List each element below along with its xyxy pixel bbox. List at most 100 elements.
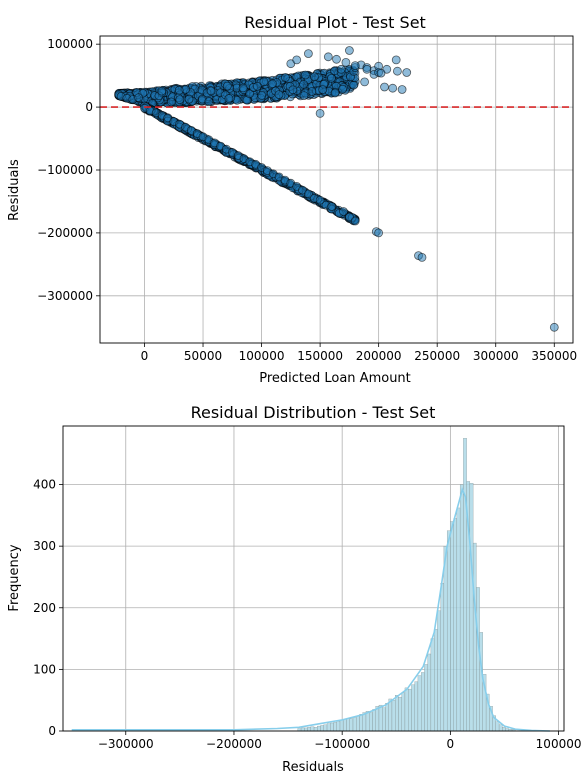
y-tick-label: −100000: [37, 163, 93, 177]
histogram-bar: [349, 718, 354, 732]
histogram-bar: [495, 721, 500, 732]
histogram-bar: [456, 507, 461, 732]
data-point: [175, 95, 185, 104]
histogram-bars: [297, 438, 516, 732]
data-point: [388, 83, 398, 93]
gridlines: [63, 426, 564, 732]
y-tick-label: 300: [33, 539, 56, 553]
data-point: [206, 86, 216, 96]
y-axis-ticks: 0 100 200 300 400: [33, 478, 63, 738]
data-point: [374, 228, 384, 238]
histogram-bar: [372, 709, 376, 732]
data-point: [299, 80, 309, 89]
data-point: [326, 74, 336, 83]
data-point: [380, 82, 389, 92]
data-point: [323, 52, 333, 62]
y-tick-label: 400: [33, 478, 56, 492]
x-tick-label: 100000: [239, 349, 285, 363]
y-tick-label: 100000: [47, 37, 93, 51]
histogram-bar: [359, 714, 363, 732]
histogram-bar: [424, 664, 428, 732]
histogram-bar: [388, 698, 393, 732]
x-axis-label: Predicted Loan Amount: [259, 371, 411, 386]
data-point: [339, 207, 348, 216]
data-points: [114, 46, 559, 332]
data-point: [259, 77, 269, 87]
histogram-bar: [385, 703, 389, 732]
histogram-bar: [450, 521, 454, 732]
histogram-bar: [382, 707, 386, 732]
y-tick-label: −300000: [37, 289, 93, 303]
x-tick-label: 200000: [356, 349, 402, 363]
histogram-bar: [365, 711, 370, 732]
data-point: [166, 97, 176, 107]
histogram-bar: [339, 719, 344, 732]
histogram-bar: [343, 719, 347, 732]
histogram-bar: [440, 582, 445, 732]
histogram-bar: [320, 725, 324, 732]
data-point: [274, 90, 284, 99]
data-point: [268, 79, 277, 89]
histogram-bar: [333, 722, 337, 732]
x-tick-label: 50000: [184, 349, 222, 363]
data-point: [303, 49, 313, 58]
data-point: [350, 216, 360, 226]
residual-plot-panel: Residual Plot - Test Set 0 50000 100000 150…: [7, 13, 577, 386]
x-tick-label: 100000: [536, 737, 581, 751]
histogram-bar: [411, 684, 415, 732]
histogram-bar: [463, 438, 467, 732]
histogram-bar: [356, 716, 360, 732]
data-point: [549, 322, 559, 332]
data-point: [330, 88, 340, 98]
histogram-bar: [398, 696, 402, 732]
residual-distribution-panel: Residual Distribution - Test Set −300000…: [7, 403, 581, 775]
histogram-bar: [300, 727, 305, 732]
x-tick-label: 300000: [473, 349, 519, 363]
x-tick-label: −100000: [314, 737, 370, 751]
data-point: [204, 97, 214, 106]
histogram-bar: [391, 700, 396, 732]
plot-area-frame: [99, 35, 574, 344]
x-axis-ticks: −300000 −200000 −100000 0 100000: [98, 731, 581, 751]
data-point: [288, 85, 298, 95]
histogram-bar: [421, 672, 425, 732]
histogram-bar: [430, 638, 435, 732]
histogram-bar: [404, 687, 409, 732]
data-point: [360, 77, 370, 87]
data-point: [338, 84, 348, 94]
data-point: [257, 91, 267, 100]
data-point: [280, 73, 290, 82]
x-tick-label: 350000: [531, 349, 577, 363]
data-point: [402, 68, 412, 77]
x-tick-label: 250000: [414, 349, 460, 363]
x-tick-label: 0: [447, 737, 455, 751]
histogram-bar: [472, 542, 477, 732]
data-point: [224, 94, 234, 103]
histogram-bar: [453, 518, 458, 732]
data-point: [332, 54, 341, 64]
histogram-bar: [378, 704, 383, 732]
data-point: [300, 70, 310, 80]
histogram-bar: [310, 726, 315, 732]
data-point: [336, 64, 346, 74]
data-point: [397, 85, 407, 94]
data-point: [350, 61, 360, 70]
data-point: [341, 58, 351, 67]
data-point: [417, 252, 427, 262]
data-point: [318, 85, 328, 94]
histogram-bar: [498, 724, 503, 732]
histogram-bar: [427, 653, 432, 732]
data-point: [303, 189, 313, 199]
data-point: [245, 89, 255, 99]
x-tick-label: 150000: [297, 349, 343, 363]
data-point: [292, 55, 302, 65]
y-axis-ticks: 100000 0 −100000 −200000 −300000: [37, 37, 100, 303]
data-point: [184, 94, 194, 104]
histogram-bar: [336, 720, 341, 732]
data-point: [309, 72, 319, 82]
histogram-bar: [446, 530, 451, 732]
y-axis-label: Residuals: [7, 159, 22, 221]
histogram-bar: [469, 483, 474, 732]
histogram-bar: [317, 725, 321, 732]
